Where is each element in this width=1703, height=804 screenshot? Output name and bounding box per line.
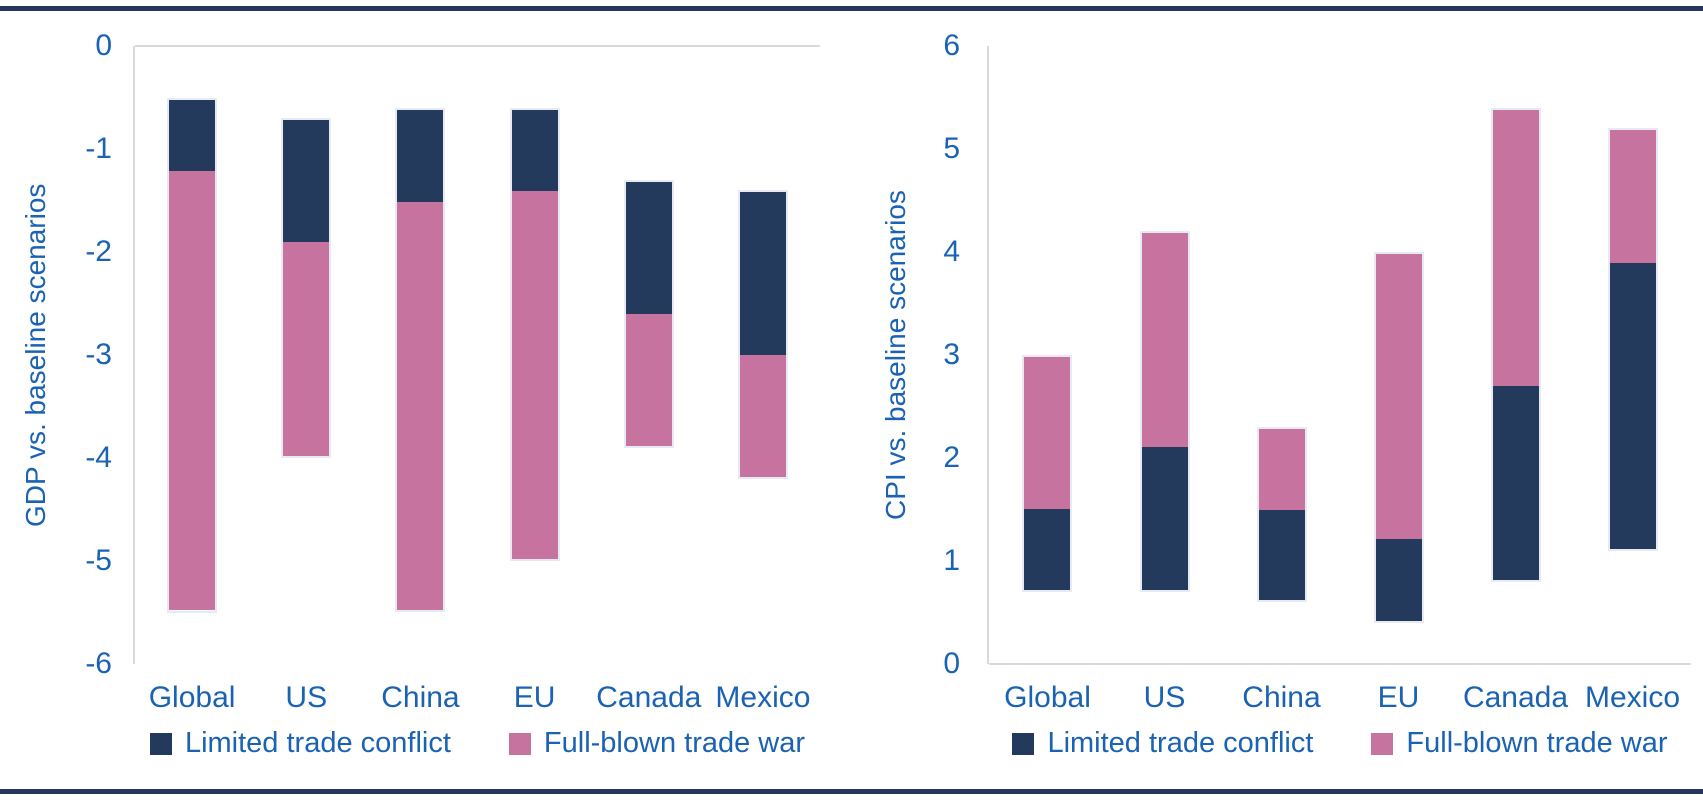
bar-segment-limited-trade-conflict — [1492, 385, 1539, 580]
legend-swatch-icon — [1371, 732, 1394, 755]
x-axis-category-label: Canada — [1462, 681, 1569, 714]
top-divider — [0, 6, 1703, 11]
gdp-plot-area — [133, 45, 820, 664]
bar-us — [1139, 231, 1190, 592]
bar-canada — [1490, 107, 1541, 582]
bar-eu — [1373, 252, 1424, 623]
bar-segment-limited-trade-conflict — [1609, 263, 1656, 549]
bar-global — [1022, 355, 1073, 592]
bar-segment-full-blown-trade-war — [625, 313, 672, 446]
bar-us — [281, 118, 332, 458]
cpi-y-axis-line — [987, 46, 989, 664]
x-axis-category-label: Global — [148, 681, 236, 714]
legend-label: Full-blown trade war — [543, 727, 806, 759]
bar-canada — [623, 179, 674, 448]
bar-segment-full-blown-trade-war — [1492, 109, 1539, 386]
y-axis-tick-label: 1 — [943, 544, 960, 577]
bar-segment-full-blown-trade-war — [1024, 357, 1071, 509]
x-axis-category-label: Canada — [596, 681, 702, 714]
bar-china — [395, 107, 446, 613]
x-axis-category-label: EU — [1377, 681, 1420, 714]
x-axis-category-label: EU — [513, 681, 556, 714]
bar-segment-full-blown-trade-war — [1258, 429, 1305, 510]
bar-segment-limited-trade-conflict — [397, 109, 444, 202]
cpi-y-axis-ticks: 6 5 4 3 2 1 0 — [852, 31, 960, 679]
legend-item: Full-blown trade war — [1371, 727, 1668, 760]
x-axis-category-label: Global — [1004, 681, 1091, 714]
legend-label: Limited trade conflict — [1047, 727, 1314, 759]
bar-eu — [509, 107, 560, 561]
legend-label: Limited trade conflict — [184, 727, 451, 759]
x-axis-category-label: US — [285, 681, 328, 714]
y-axis-tick-label: -2 — [85, 235, 112, 268]
bar-china — [1256, 427, 1307, 603]
x-axis-category-label: Mexico — [715, 681, 811, 714]
y-axis-tick-label: 4 — [943, 235, 960, 268]
bar-segment-full-blown-trade-war — [739, 354, 786, 477]
legend-swatch-icon — [1012, 732, 1035, 755]
legend-label: Full-blown trade war — [1406, 727, 1668, 759]
cpi-zero-axis-line — [989, 663, 1691, 665]
cpi-plot-area — [987, 46, 1691, 665]
bar-mexico — [1607, 128, 1658, 551]
cpi-legend: Limited trade conflict Full-blown trade w… — [989, 727, 1691, 760]
bar-segment-limited-trade-conflict — [1258, 509, 1305, 601]
x-axis-category-label: China — [1242, 681, 1321, 714]
legend-swatch-icon — [508, 732, 531, 755]
y-axis-tick-label: 0 — [943, 647, 960, 680]
bar-segment-limited-trade-conflict — [1375, 539, 1422, 621]
bar-segment-limited-trade-conflict — [1141, 447, 1188, 590]
legend-swatch-icon — [149, 732, 172, 755]
bar-segment-limited-trade-conflict — [511, 109, 558, 192]
bar-segment-limited-trade-conflict — [1024, 508, 1071, 590]
bar-segment-full-blown-trade-war — [1141, 233, 1188, 448]
y-axis-tick-label: -1 — [85, 132, 112, 165]
legend-item: Full-blown trade war — [508, 727, 806, 760]
bar-segment-full-blown-trade-war — [397, 201, 444, 611]
bar-segment-full-blown-trade-war — [169, 171, 216, 611]
legend-item: Limited trade conflict — [1012, 727, 1313, 760]
y-axis-tick-label: -4 — [85, 441, 112, 474]
bar-global — [167, 97, 218, 613]
y-axis-tick-label: 2 — [943, 441, 960, 474]
cpi-x-axis-labels: Global US China EU Canada Mexico — [989, 681, 1691, 715]
x-axis-category-label: Mexico — [1584, 681, 1681, 714]
gdp-legend: Limited trade conflict Full-blown trade w… — [135, 727, 820, 760]
bar-segment-limited-trade-conflict — [625, 181, 672, 314]
bar-segment-full-blown-trade-war — [511, 191, 558, 559]
legend-item: Limited trade conflict — [149, 727, 451, 760]
y-axis-tick-label: 0 — [95, 29, 112, 62]
gdp-x-axis-labels: Global US China EU Canada Mexico — [135, 681, 820, 715]
bar-segment-full-blown-trade-war — [1375, 254, 1422, 540]
bar-segment-limited-trade-conflict — [739, 192, 786, 355]
bottom-divider — [0, 789, 1703, 794]
y-axis-tick-label: 3 — [943, 338, 960, 371]
x-axis-category-label: US — [1143, 681, 1186, 714]
bar-segment-full-blown-trade-war — [283, 242, 330, 456]
bar-mexico — [737, 190, 788, 479]
y-axis-tick-label: -3 — [85, 338, 112, 371]
x-axis-category-label: China — [381, 681, 460, 714]
y-axis-tick-label: -5 — [85, 544, 112, 577]
gdp-y-axis-line — [133, 46, 135, 664]
bar-segment-limited-trade-conflict — [283, 120, 330, 243]
gdp-zero-axis-line — [135, 45, 820, 47]
y-axis-tick-label: -6 — [85, 647, 112, 680]
gdp-y-axis-ticks: 0 -1 -2 -3 -4 -5 -6 — [0, 31, 112, 679]
bar-segment-limited-trade-conflict — [169, 99, 216, 172]
gdp-chart: GDP vs. baseline scenarios 0 -1 -2 -3 -4 -5 -6… — [0, 0, 845, 804]
y-axis-tick-label: 6 — [943, 29, 960, 62]
y-axis-tick-label: 5 — [943, 132, 960, 165]
bar-segment-full-blown-trade-war — [1609, 130, 1656, 264]
